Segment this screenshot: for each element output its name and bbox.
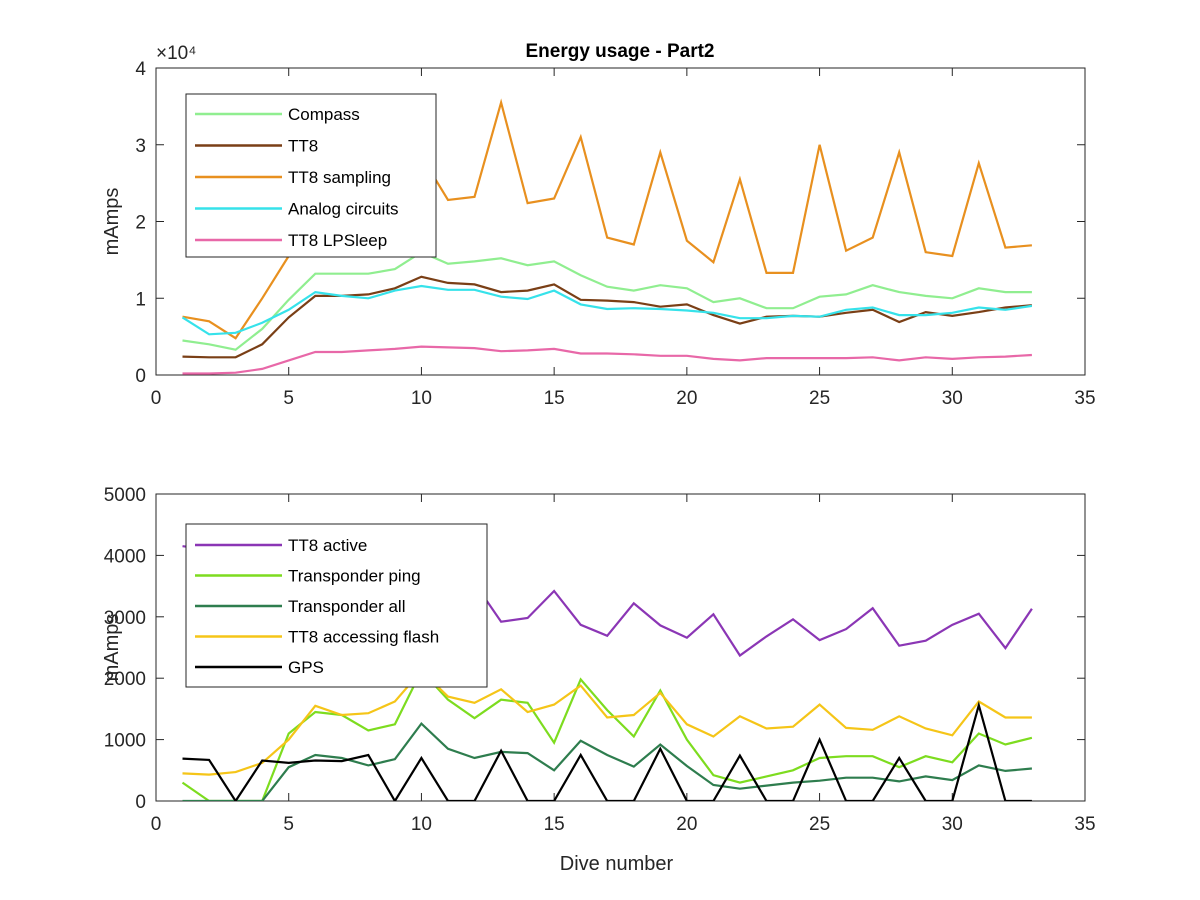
legend-entry: TT8 accessing flash [288, 628, 439, 647]
plot-bottom: 0 5 10 15 20 25 30 35 0 1000 2000 3000 4000 5000 mAmps… [101, 485, 1096, 875]
legend-entry: Analog circuits [288, 200, 399, 219]
y-tick-label: 2000 [104, 669, 146, 690]
x-tick-label: 20 [676, 814, 697, 835]
legend-entry: TT8 sampling [288, 168, 391, 187]
x-tick-label: 30 [942, 388, 963, 409]
y-axis-label: mAmps [101, 614, 123, 682]
legend-box [185, 93, 437, 258]
y-tick-label: 3 [135, 136, 146, 157]
legend-entry: Transponder ping [288, 567, 421, 586]
x-tick-label: 5 [283, 388, 294, 409]
x-tick-label: 30 [942, 814, 963, 835]
x-tick-label: 25 [809, 388, 830, 409]
series-group [181, 545, 1033, 801]
x-tick-label: 15 [544, 388, 565, 409]
y-tick-label: 1000 [104, 731, 146, 752]
x-tick-label: 20 [676, 388, 697, 409]
legend-entry: TT8 [288, 137, 318, 156]
x-tick-label: 35 [1074, 814, 1095, 835]
series-line-transponder-all [182, 721, 1032, 801]
y-exponent-label: ×10⁴ [156, 43, 196, 64]
x-tick-label: 25 [809, 814, 830, 835]
y-tick-label: 5000 [104, 485, 146, 506]
x-tick-label: 0 [151, 388, 162, 409]
y-tick-label: 3000 [104, 608, 146, 629]
series-line-gps [182, 701, 1032, 801]
y-tick-label: 4000 [104, 546, 146, 567]
legend-entry: Transponder all [288, 597, 406, 616]
series-line-tt8-accessing-flash [182, 669, 1032, 776]
y-tick-label: 1 [135, 289, 146, 310]
legend-entry: TT8 LPSleep [288, 231, 387, 250]
x-tick-label: 35 [1074, 388, 1095, 409]
x-tick-label: 5 [283, 814, 294, 835]
x-tick-label: 10 [411, 814, 432, 835]
legend-entry: TT8 active [288, 536, 367, 555]
x-axis-label: Dive number [560, 853, 674, 875]
series-line-tt8 [182, 275, 1032, 359]
y-tick-label: 2 [135, 213, 146, 234]
x-tick-label: 0 [151, 814, 162, 835]
legend: Compass TT8 TT8 sampling Analog circuits TT8… [185, 93, 437, 258]
y-tick-label: 4 [135, 59, 146, 80]
x-tick-label: 15 [544, 814, 565, 835]
series-line-compass [182, 250, 1032, 351]
series-line-analog-circuits [181, 284, 1033, 336]
y-axis-label: mAmps [101, 188, 123, 256]
legend: TT8 active Transponder ping Transponder al… [185, 523, 488, 688]
plot-top: 0 5 10 15 20 25 30 35 0 1 2 3 4 ×10⁴ mAmps Compass TT8 TT… [101, 43, 1096, 409]
y-tick-label: 0 [135, 366, 146, 387]
series-line-tt8-lpsleep [182, 345, 1032, 375]
y-tick-label: 0 [135, 792, 146, 813]
legend-entry: Compass [288, 105, 360, 124]
series-line-transponder-ping [181, 668, 1033, 801]
legend-entry: GPS [288, 658, 324, 677]
x-tick-label: 10 [411, 388, 432, 409]
figure-title: Energy usage - Part2 [525, 41, 714, 62]
